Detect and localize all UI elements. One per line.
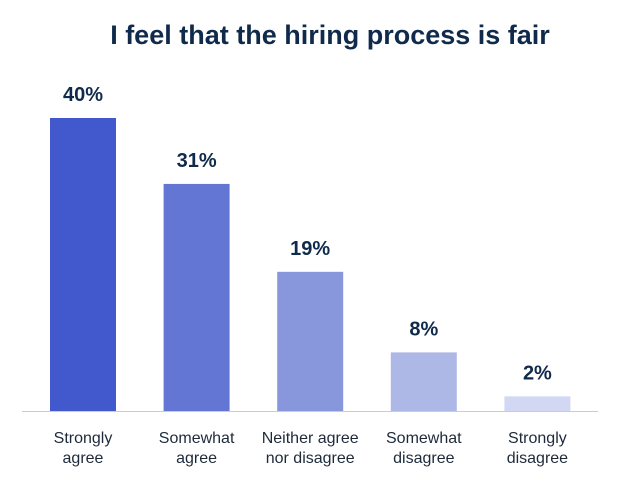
bar (504, 396, 571, 411)
category-label: disagree (507, 450, 568, 467)
category-label: Neither agree (262, 430, 359, 447)
data-label: 8% (409, 318, 438, 340)
category-label: Strongly (508, 430, 567, 447)
data-label: 31% (177, 150, 217, 172)
bar (50, 118, 116, 411)
category-label: Somewhat (159, 430, 235, 447)
data-label: 2% (523, 362, 552, 384)
data-label: 40% (63, 84, 103, 106)
category-label: Strongly (54, 430, 113, 447)
category-label: agree (63, 450, 104, 467)
category-label: nor disagree (266, 450, 355, 467)
bar (163, 183, 230, 411)
chart-title: I feel that the hiring process is fair (110, 20, 550, 50)
category-label: disagree (393, 450, 454, 467)
data-label: 19% (290, 238, 330, 260)
category-label: Somewhat (386, 430, 462, 447)
category-label: agree (176, 450, 217, 467)
bar (277, 271, 344, 411)
bar (390, 352, 457, 411)
